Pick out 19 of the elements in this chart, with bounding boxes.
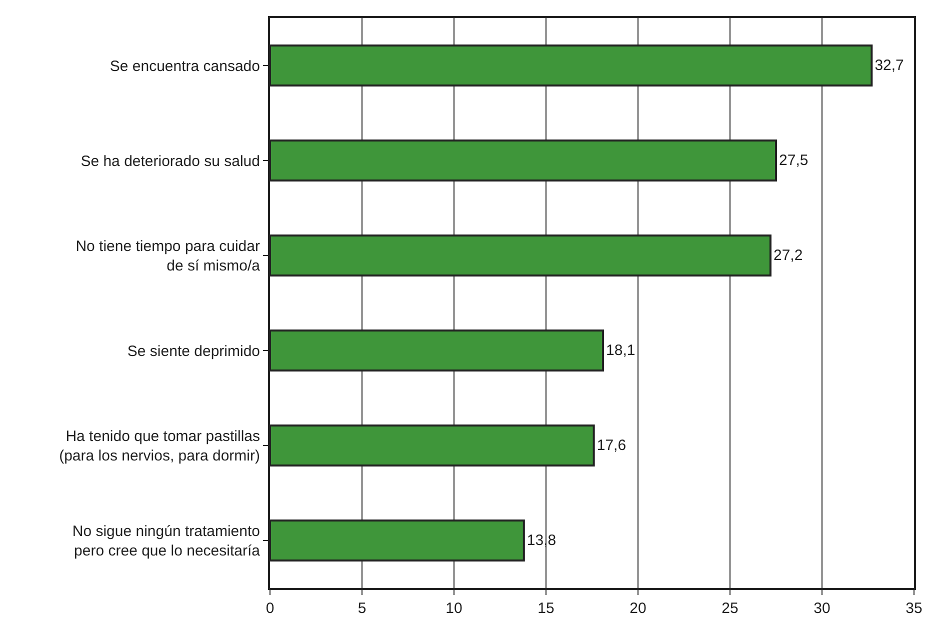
x-tick-label: 5	[358, 600, 366, 617]
y-tick-label: Se siente deprimido	[127, 342, 260, 360]
x-tick-label: 35	[906, 600, 922, 617]
x-tick-label: 10	[446, 600, 462, 617]
data-label: 27,5	[779, 152, 808, 169]
x-tick-label: 15	[538, 600, 554, 617]
x-tick-label: 25	[722, 600, 738, 617]
y-tick-label: No tiene tiempo para cuidar de sí mismo/a	[76, 238, 261, 274]
y-tick-label: Se ha deteriorado su salud	[80, 152, 260, 170]
x-tick-label: 30	[814, 600, 830, 617]
x-tick-label: 20	[630, 600, 646, 617]
data-label: 27,2	[773, 247, 803, 264]
data-label: 17,6	[596, 437, 626, 454]
y-tick-label: Se encuentra cansado	[110, 58, 260, 75]
x-tick-label: 0	[266, 600, 274, 617]
data-label: 18,1	[606, 342, 636, 359]
y-tick-label: Ha tenido que tomar pastillas (para los nervios, para dormir)	[59, 428, 260, 464]
y-tick-label: No sigue ningún tratamiento pero cree que lo necesitaría	[72, 523, 261, 560]
data-label: 32,7	[874, 57, 904, 74]
